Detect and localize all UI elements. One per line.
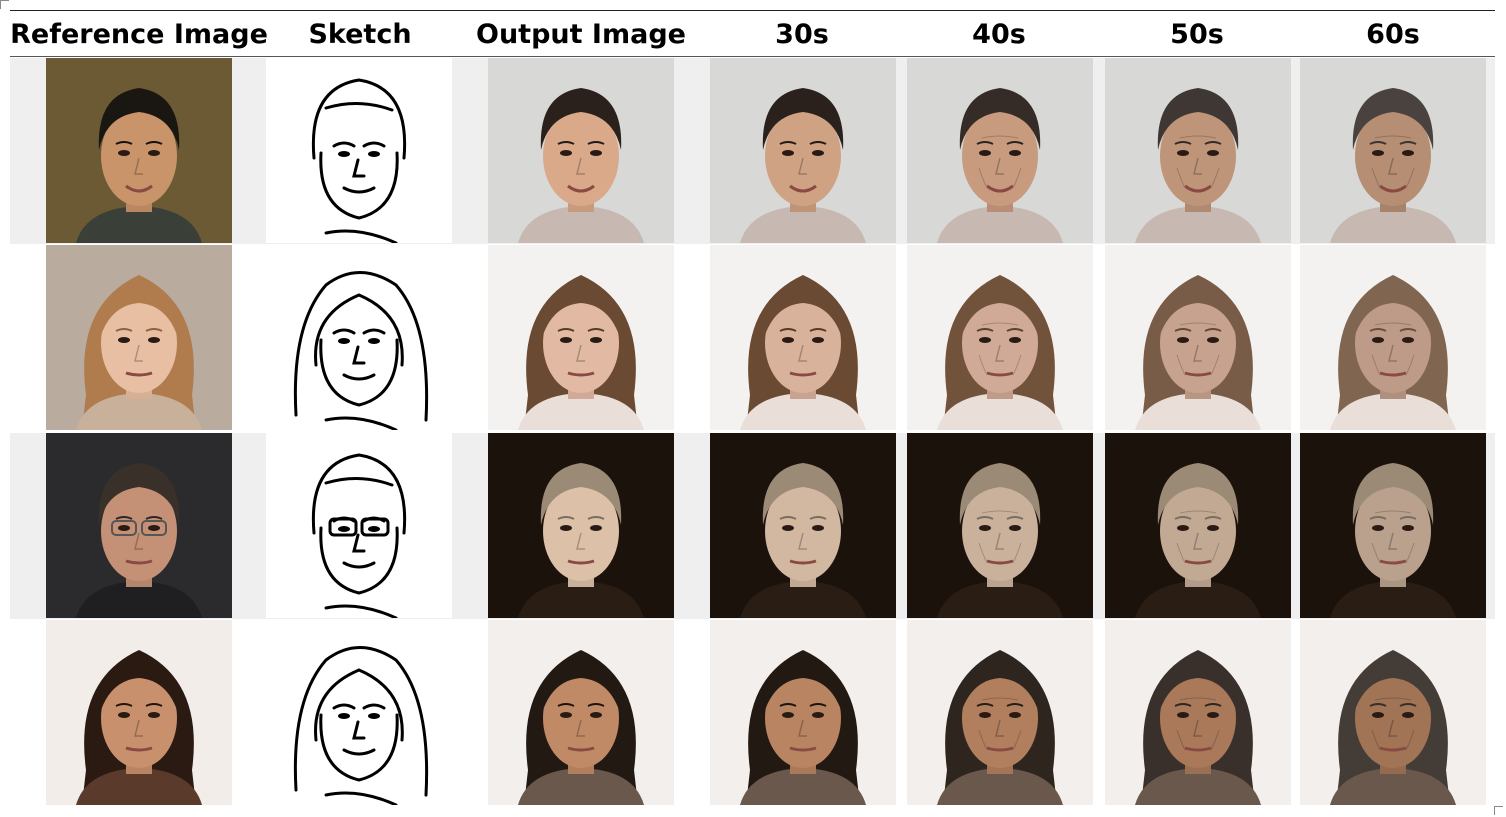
column-header-60s: 60s	[1366, 19, 1420, 50]
column-header-40s: 40s	[972, 19, 1026, 50]
age-30s-image	[710, 245, 896, 430]
age-40s-image	[907, 433, 1093, 618]
output-image	[488, 58, 674, 243]
sketch-image	[266, 620, 452, 805]
header-rule	[10, 56, 1495, 57]
sketch-image	[266, 433, 452, 618]
column-header-30s: 30s	[775, 19, 829, 50]
top-rule	[10, 10, 1495, 11]
reference-image	[46, 620, 232, 805]
column-header-output: Output Image	[476, 19, 686, 50]
reference-image	[46, 245, 232, 430]
age-40s-image	[907, 58, 1093, 243]
age-60s-image	[1300, 620, 1486, 805]
output-image	[488, 620, 674, 805]
age-60s-image	[1300, 433, 1486, 618]
sketch-image	[266, 245, 452, 430]
age-50s-image	[1105, 620, 1291, 805]
column-header-50s: 50s	[1170, 19, 1224, 50]
corner-mark	[0, 0, 9, 9]
age-40s-image	[907, 620, 1093, 805]
age-40s-image	[907, 245, 1093, 430]
reference-image	[46, 58, 232, 243]
age-50s-image	[1105, 245, 1291, 430]
age-30s-image	[710, 433, 896, 618]
output-image	[488, 245, 674, 430]
column-header-sketch: Sketch	[308, 19, 412, 50]
age-30s-image	[710, 58, 896, 243]
output-image	[488, 433, 674, 618]
column-header-reference: Reference Image	[10, 19, 268, 50]
age-30s-image	[710, 620, 896, 805]
reference-image	[46, 433, 232, 618]
age-50s-image	[1105, 58, 1291, 243]
age-50s-image	[1105, 433, 1291, 618]
age-60s-image	[1300, 245, 1486, 430]
age-60s-image	[1300, 58, 1486, 243]
sketch-image	[266, 58, 452, 243]
corner-mark	[1494, 806, 1503, 815]
